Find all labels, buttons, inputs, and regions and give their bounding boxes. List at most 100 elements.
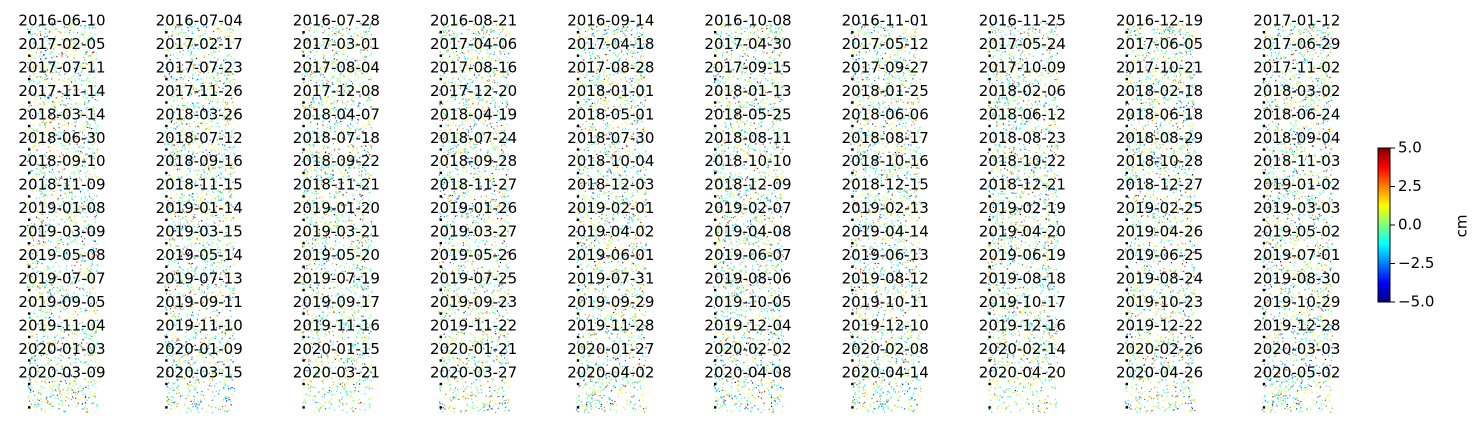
date-label: 2017-02-17: [156, 35, 243, 53]
reference-point: [302, 312, 305, 315]
date-label: 2017-09-15: [704, 58, 791, 76]
date-label: 2019-04-08: [704, 223, 791, 241]
date-label: 2018-06-24: [1253, 105, 1340, 123]
date-label: 2016-07-04: [156, 12, 243, 30]
date-label: 2018-07-18: [293, 129, 380, 147]
reference-point: [28, 382, 31, 386]
date-label: 2019-07-31: [567, 269, 654, 287]
reference-point: [851, 382, 854, 386]
reference-point: [576, 171, 580, 175]
date-label: 2019-08-30: [1253, 269, 1340, 287]
date-label: 2019-10-05: [704, 293, 791, 311]
date-label: 2018-08-23: [979, 129, 1066, 147]
date-label: 2019-05-26: [430, 246, 517, 264]
reference-point: [851, 288, 854, 292]
date-label: 2019-05-20: [293, 246, 380, 264]
date-label: 2019-03-21: [293, 223, 380, 241]
date-label: 2018-07-12: [156, 129, 243, 147]
reference-point: [988, 31, 991, 34]
date-label: 2019-12-04: [704, 316, 791, 334]
reference-point: [851, 359, 854, 362]
date-label: 2017-04-06: [430, 35, 517, 53]
date-label: 2020-04-20: [979, 363, 1066, 381]
reference-point: [988, 77, 991, 81]
date-label: 2017-09-27: [842, 58, 929, 76]
date-label: 2018-11-21: [293, 176, 380, 194]
reference-point: [714, 101, 717, 104]
date-label: 2019-01-02: [1253, 176, 1340, 194]
date-label: 2017-04-30: [704, 35, 791, 53]
reference-point: [439, 124, 442, 128]
date-label: 2018-07-24: [430, 129, 517, 147]
date-label: 2020-02-08: [842, 340, 929, 358]
date-label: 2016-11-25: [979, 12, 1066, 30]
date-label: 2019-06-07: [704, 246, 791, 264]
date-label: 2020-03-15: [156, 363, 243, 381]
reference-point: [165, 382, 168, 386]
reference-point: [851, 54, 854, 57]
reference-point: [165, 54, 168, 57]
date-label: 2019-12-28: [1253, 316, 1340, 334]
date-label: 2020-04-26: [1116, 363, 1203, 381]
reference-point: [714, 382, 717, 386]
date-label: 2018-06-06: [842, 105, 929, 123]
reference-point: [1125, 124, 1128, 128]
date-label: 2020-04-14: [842, 363, 929, 381]
reference-point: [439, 54, 442, 57]
date-label: 2017-03-01: [293, 35, 380, 53]
date-label: 2019-01-20: [293, 199, 380, 217]
colorbar-tick-label: −2.5: [1398, 254, 1434, 272]
date-label: 2019-02-19: [979, 199, 1066, 217]
reference-point: [1262, 382, 1266, 386]
reference-point: [28, 171, 31, 175]
reference-point: [851, 124, 854, 128]
date-label: 2018-11-27: [430, 176, 517, 194]
date-label: 2019-10-29: [1253, 293, 1340, 311]
date-label: 2017-01-12: [1253, 12, 1340, 30]
date-label: 2019-08-24: [1116, 269, 1203, 287]
date-label: 2019-02-07: [704, 199, 791, 217]
date-label: 2018-09-10: [18, 152, 105, 170]
map-panel: [575, 22, 647, 413]
reference-point: [576, 77, 580, 81]
date-label: 2019-11-16: [293, 316, 380, 334]
date-label: 2019-09-05: [18, 293, 105, 311]
reference-point: [28, 265, 31, 268]
date-label: 2020-01-09: [156, 340, 243, 358]
date-label: 2019-08-18: [979, 269, 1066, 287]
reference-point: [439, 31, 442, 34]
reference-point: [1262, 101, 1266, 104]
date-label: 2018-12-21: [979, 176, 1066, 194]
reference-point: [714, 265, 717, 268]
map-panel: [27, 22, 99, 413]
reference-point: [28, 288, 31, 292]
reference-point: [988, 124, 991, 128]
date-label: 2019-02-01: [567, 199, 654, 217]
reference-point: [576, 312, 580, 315]
date-label: 2018-10-10: [704, 152, 791, 170]
date-label: 2018-08-11: [704, 129, 791, 147]
reference-point: [851, 406, 854, 409]
reference-point: [1262, 406, 1266, 409]
reference-point: [576, 242, 580, 245]
date-label: 2017-04-18: [567, 35, 654, 53]
date-labels: 2016-06-10 2016-07-04 2016-07-28 2016-08-21…: [18, 12, 1340, 382]
reference-point: [28, 312, 31, 315]
date-label: 2016-08-21: [430, 12, 517, 30]
reference-point: [988, 171, 991, 175]
reference-point: [576, 406, 580, 409]
date-label: 2019-11-10: [156, 316, 243, 334]
reference-point: [851, 31, 854, 34]
reference-point: [1125, 195, 1128, 198]
reference-point: [1262, 335, 1266, 339]
date-label: 2016-06-10: [18, 12, 105, 30]
reference-point: [165, 312, 168, 315]
date-label: 2019-07-13: [156, 269, 243, 287]
date-label: 2019-02-13: [842, 199, 929, 217]
reference-point: [714, 406, 717, 409]
date-label: 2019-07-25: [430, 269, 517, 287]
reference-point: [988, 406, 991, 409]
reference-point: [1125, 77, 1128, 81]
reference-point: [28, 242, 31, 245]
reference-point: [1125, 382, 1128, 386]
